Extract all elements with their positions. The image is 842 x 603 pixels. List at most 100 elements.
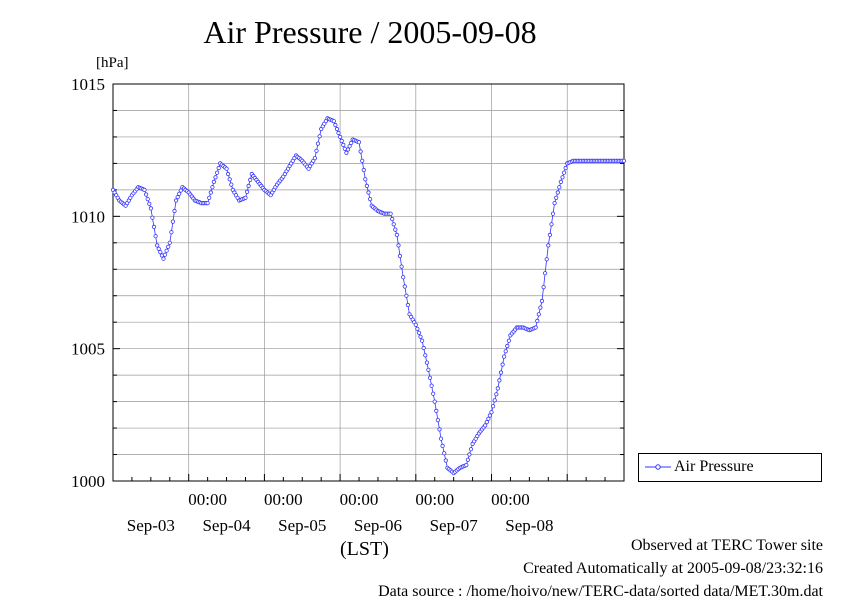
data-point — [314, 148, 319, 153]
x-time-label: 00:00 — [188, 490, 227, 509]
data-point — [547, 232, 553, 237]
data-point — [315, 141, 321, 146]
data-point — [546, 243, 551, 248]
data-point — [464, 462, 469, 468]
data-point — [216, 165, 221, 171]
data-point — [155, 243, 160, 248]
data-point — [150, 215, 155, 220]
data-point — [393, 227, 398, 232]
data-point — [245, 189, 250, 194]
data-point — [442, 451, 447, 456]
data-point — [210, 185, 215, 190]
legend-label: Air Pressure — [674, 458, 754, 475]
data-point — [533, 325, 538, 330]
data-point — [434, 408, 439, 413]
data-point — [211, 179, 216, 184]
data-point — [312, 156, 317, 161]
data-point — [415, 326, 420, 331]
y-tick-label: 1015 — [71, 75, 105, 94]
chart-title: Air Pressure / 2005-09-08 — [203, 14, 537, 50]
data-point — [145, 197, 150, 202]
footer: Observed at TERC Tower site Created Auto… — [378, 534, 823, 603]
data-point — [501, 354, 507, 359]
x-date-label: Sep-08 — [505, 516, 553, 535]
data-point — [490, 404, 496, 409]
data-point — [500, 362, 505, 367]
data-point — [156, 246, 161, 251]
data-point — [205, 201, 210, 206]
data-point — [426, 367, 431, 372]
data-point — [172, 208, 177, 214]
data-point — [552, 201, 557, 206]
x-date-label: Sep-07 — [430, 516, 479, 535]
data-point — [349, 140, 354, 145]
data-point — [419, 338, 425, 343]
x-date-label: Sep-05 — [278, 516, 326, 535]
data-point — [492, 398, 497, 403]
data-point — [486, 416, 491, 421]
y-tick-label: 1000 — [71, 472, 105, 491]
data-point — [345, 147, 351, 152]
grid-lines — [113, 84, 624, 481]
data-point — [151, 224, 157, 229]
data-point — [336, 130, 341, 136]
data-point — [440, 443, 445, 448]
x-date-label: Sep-04 — [202, 516, 251, 535]
y-tick-label: 1010 — [71, 207, 105, 226]
data-point — [549, 222, 554, 227]
footer-source: Data source : /home/hoivo/new/TERC-data/… — [378, 583, 823, 600]
data-point — [489, 410, 494, 415]
data-point — [397, 253, 403, 259]
data-point — [421, 345, 426, 351]
data-point — [213, 175, 218, 180]
x-date-label: Sep-03 — [127, 516, 175, 535]
footer-created: Created Automatically at 2005-09-08/23:3… — [523, 560, 823, 577]
data-point — [158, 250, 163, 255]
x-time-label: 00:00 — [415, 490, 454, 509]
data-point — [495, 386, 500, 391]
data-point — [535, 318, 540, 323]
data-point — [539, 298, 545, 304]
data-point — [542, 271, 548, 276]
data-point — [432, 399, 437, 404]
legend-marker-icon — [645, 464, 671, 470]
data-point — [487, 413, 492, 418]
axes — [112, 83, 625, 482]
series-air-pressure — [110, 116, 627, 476]
data-point — [494, 392, 499, 397]
data-point — [399, 264, 404, 269]
data-point — [334, 126, 340, 132]
y-tick-labels: 1000 1005 1010 1015 — [71, 75, 105, 491]
data-point — [339, 138, 344, 143]
data-point — [536, 312, 541, 317]
data-point — [341, 142, 346, 147]
data-point — [483, 423, 488, 428]
data-point — [161, 256, 166, 261]
data-point — [366, 190, 371, 195]
data-point — [333, 122, 338, 128]
data-point — [166, 244, 171, 249]
data-point — [558, 179, 564, 184]
data-point — [147, 201, 152, 206]
data-point — [467, 452, 472, 457]
x-time-label: 00:00 — [340, 490, 379, 509]
data-point — [538, 305, 543, 310]
data-point — [144, 192, 149, 197]
data-point — [224, 166, 229, 171]
data-point — [465, 457, 470, 462]
data-point — [164, 248, 169, 253]
data-point — [423, 353, 428, 358]
data-point — [438, 436, 444, 441]
data-point — [557, 185, 562, 190]
data-point — [215, 170, 220, 175]
data-point — [544, 257, 549, 262]
data-point — [437, 427, 442, 432]
x-date-label: Sep-06 — [354, 516, 402, 535]
legend: Air Pressure — [638, 453, 822, 482]
data-point — [358, 149, 363, 154]
y-tick-label: 1005 — [71, 340, 105, 359]
data-point — [405, 302, 410, 308]
data-point — [208, 190, 213, 195]
data-point — [541, 284, 546, 290]
